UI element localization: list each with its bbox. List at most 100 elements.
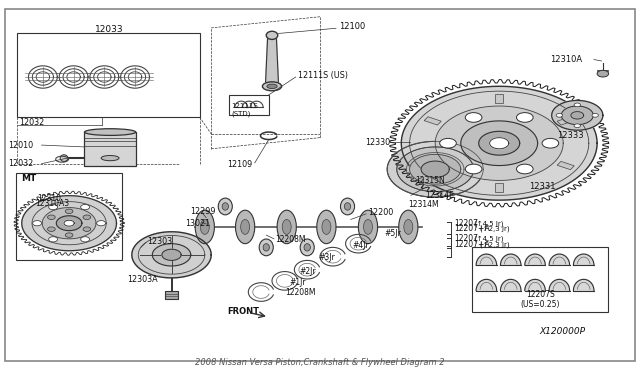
Polygon shape <box>500 254 521 265</box>
Ellipse shape <box>218 198 232 215</box>
Text: 12032: 12032 <box>8 159 33 168</box>
Polygon shape <box>152 244 191 266</box>
Polygon shape <box>22 196 116 251</box>
Circle shape <box>49 205 58 210</box>
Text: #1Jr: #1Jr <box>289 278 306 287</box>
Text: 12314E: 12314E <box>426 191 454 200</box>
Text: 12310A3: 12310A3 <box>35 199 69 208</box>
Circle shape <box>574 103 580 107</box>
Ellipse shape <box>277 210 296 244</box>
Circle shape <box>81 205 90 210</box>
Text: 12333: 12333 <box>557 131 584 140</box>
Circle shape <box>440 138 456 148</box>
Ellipse shape <box>195 210 214 244</box>
FancyBboxPatch shape <box>165 291 178 299</box>
Text: 12331: 12331 <box>529 182 556 191</box>
Text: 12207+A: 12207+A <box>454 240 490 249</box>
Polygon shape <box>132 232 211 278</box>
Text: MT: MT <box>21 174 36 183</box>
Ellipse shape <box>266 31 278 39</box>
Ellipse shape <box>340 198 355 215</box>
Text: 12208M: 12208M <box>285 288 316 296</box>
FancyBboxPatch shape <box>16 173 122 260</box>
Circle shape <box>65 233 73 237</box>
Polygon shape <box>573 254 594 265</box>
Circle shape <box>556 113 563 117</box>
Text: 12314M: 12314M <box>408 200 439 209</box>
Ellipse shape <box>259 239 273 256</box>
Polygon shape <box>64 220 74 226</box>
Polygon shape <box>424 117 441 125</box>
Text: 13021: 13021 <box>186 219 211 228</box>
Circle shape <box>47 227 55 231</box>
Text: 12109: 12109 <box>227 160 252 169</box>
Text: 12200: 12200 <box>368 208 393 217</box>
Ellipse shape <box>404 219 413 234</box>
Polygon shape <box>42 208 96 239</box>
Circle shape <box>465 164 482 174</box>
Circle shape <box>516 164 533 174</box>
Circle shape <box>574 124 580 128</box>
Polygon shape <box>162 249 181 260</box>
Text: #4Jr: #4Jr <box>352 241 369 250</box>
Circle shape <box>33 221 42 226</box>
Polygon shape <box>557 117 574 125</box>
Ellipse shape <box>241 219 250 234</box>
Circle shape <box>81 237 90 242</box>
Circle shape <box>49 237 58 242</box>
Polygon shape <box>525 254 545 265</box>
Text: 12303: 12303 <box>147 237 172 246</box>
Text: 12315N: 12315N <box>415 176 444 185</box>
Polygon shape <box>461 121 538 166</box>
Polygon shape <box>421 161 449 177</box>
Polygon shape <box>479 131 520 155</box>
Text: 12310A: 12310A <box>550 55 582 64</box>
FancyBboxPatch shape <box>229 95 269 115</box>
Text: 12010: 12010 <box>8 141 33 150</box>
Text: 12310: 12310 <box>37 194 61 203</box>
Ellipse shape <box>263 244 269 251</box>
Text: 12033: 12033 <box>95 25 123 34</box>
Polygon shape <box>410 154 461 184</box>
Circle shape <box>47 215 55 219</box>
Polygon shape <box>397 147 474 192</box>
Text: #2Jr: #2Jr <box>300 267 316 276</box>
Polygon shape <box>495 94 503 103</box>
Ellipse shape <box>304 244 310 251</box>
Ellipse shape <box>300 239 314 256</box>
Polygon shape <box>525 279 545 291</box>
Text: 12207: 12207 <box>454 219 479 228</box>
Text: 12330: 12330 <box>365 138 390 147</box>
Polygon shape <box>571 112 584 119</box>
Text: FRONT: FRONT <box>227 307 259 316</box>
Circle shape <box>83 215 91 219</box>
Polygon shape <box>476 279 497 291</box>
Text: 12111S (US): 12111S (US) <box>298 71 348 80</box>
Text: 12208M: 12208M <box>275 235 306 244</box>
Circle shape <box>97 221 106 226</box>
FancyBboxPatch shape <box>17 33 200 117</box>
Text: 12100: 12100 <box>339 22 365 31</box>
FancyBboxPatch shape <box>5 9 635 361</box>
Polygon shape <box>401 86 597 200</box>
Ellipse shape <box>222 203 228 210</box>
Ellipse shape <box>322 219 331 234</box>
Ellipse shape <box>282 219 291 234</box>
Polygon shape <box>424 161 441 170</box>
Ellipse shape <box>358 210 378 244</box>
FancyBboxPatch shape <box>84 132 136 166</box>
Ellipse shape <box>60 155 68 161</box>
Ellipse shape <box>399 210 418 244</box>
Ellipse shape <box>364 219 372 234</box>
Text: 2008 Nissan Versa Piston,Crankshaft & Flywheel Diagram 2: 2008 Nissan Versa Piston,Crankshaft & Fl… <box>195 358 445 367</box>
Ellipse shape <box>101 155 119 161</box>
Ellipse shape <box>262 82 282 91</box>
Polygon shape <box>500 279 521 291</box>
Text: (↑4,5 Jr): (↑4,5 Jr) <box>474 235 503 242</box>
Text: 12207: 12207 <box>454 234 479 243</box>
Text: (↑4,5 Jr): (↑4,5 Jr) <box>474 220 503 227</box>
Circle shape <box>542 138 559 148</box>
Polygon shape <box>435 106 563 180</box>
Ellipse shape <box>84 129 136 135</box>
Text: 12299: 12299 <box>190 207 216 216</box>
